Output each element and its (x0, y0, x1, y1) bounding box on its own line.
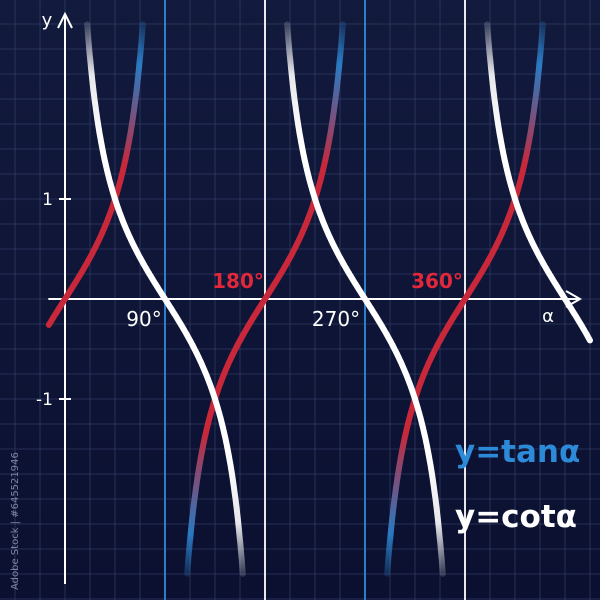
series-tan-branch-0 (45, 21, 146, 328)
x-axis-label: α (542, 306, 554, 327)
x-tick-label-180: 180° (212, 269, 264, 293)
series-tan-branch-2 (384, 21, 546, 577)
y-axis-label: y (42, 10, 53, 31)
legend: y=tanα y=cotα (455, 434, 580, 535)
series-tan-branch-1 (184, 21, 346, 577)
legend-entry-tan: y=tanα (455, 434, 580, 470)
series-cot-branch-1 (284, 21, 446, 577)
series-cot-branch-2 (484, 21, 593, 344)
series-layer (45, 21, 593, 577)
y-axis-arrow (57, 11, 73, 29)
legend-entry-cot: y=cotα (455, 499, 577, 535)
x-tick-label-270: 270° (312, 307, 360, 331)
series-cot-branch-0 (84, 21, 246, 577)
labels: 90° 180° 270° 360° 1 -1 α y (36, 10, 554, 410)
side-caption: Adobe Stock | #645521946 (10, 452, 21, 590)
y-tick-label: -1 (36, 390, 53, 410)
y-tick-label: 1 (42, 190, 53, 210)
x-tick-label-90: 90° (126, 307, 161, 331)
x-tick-label-360: 360° (411, 269, 463, 293)
